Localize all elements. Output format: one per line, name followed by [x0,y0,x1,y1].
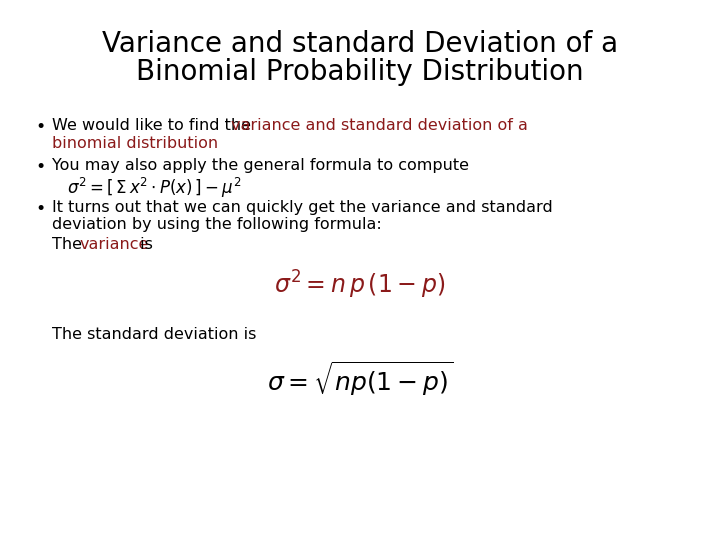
Text: variance and standard deviation of a: variance and standard deviation of a [231,118,528,133]
Text: $\sigma^2 = n\,p\,(1 - p)$: $\sigma^2 = n\,p\,(1 - p)$ [274,269,446,301]
Text: We would like to find the: We would like to find the [52,118,256,133]
Text: is: is [135,237,153,252]
Text: variance: variance [80,237,149,252]
Text: $\sigma^2 = [\,\Sigma\, x^2 \cdot P(x)\,] - \mu^2$: $\sigma^2 = [\,\Sigma\, x^2 \cdot P(x)\,… [67,176,241,200]
Text: •: • [35,200,45,218]
Text: •: • [35,158,45,176]
Text: You may also apply the general formula to compute: You may also apply the general formula t… [52,158,469,173]
Text: Binomial Probability Distribution: Binomial Probability Distribution [136,58,584,86]
Text: •: • [35,118,45,136]
Text: The standard deviation is: The standard deviation is [52,327,256,342]
Text: The: The [52,237,87,252]
Text: It turns out that we can quickly get the variance and standard: It turns out that we can quickly get the… [52,200,553,215]
Text: deviation by using the following formula:: deviation by using the following formula… [52,217,382,232]
Text: binomial distribution: binomial distribution [52,136,218,151]
Text: Variance and standard Deviation of a: Variance and standard Deviation of a [102,30,618,58]
Text: $\sigma = \sqrt{np(1-p)}$: $\sigma = \sqrt{np(1-p)}$ [267,359,453,397]
